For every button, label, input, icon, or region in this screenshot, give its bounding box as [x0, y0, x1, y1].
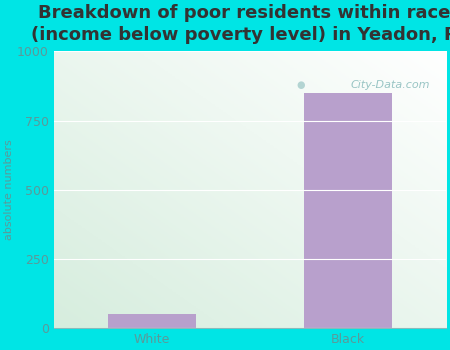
Bar	[108, 314, 196, 328]
Text: ●: ●	[297, 80, 305, 90]
Y-axis label: absolute numbers: absolute numbers	[4, 139, 14, 240]
Bar	[304, 93, 392, 328]
Text: City-Data.com: City-Data.com	[351, 80, 430, 90]
Title: Breakdown of poor residents within races
(income below poverty level) in Yeadon,: Breakdown of poor residents within races…	[31, 4, 450, 44]
